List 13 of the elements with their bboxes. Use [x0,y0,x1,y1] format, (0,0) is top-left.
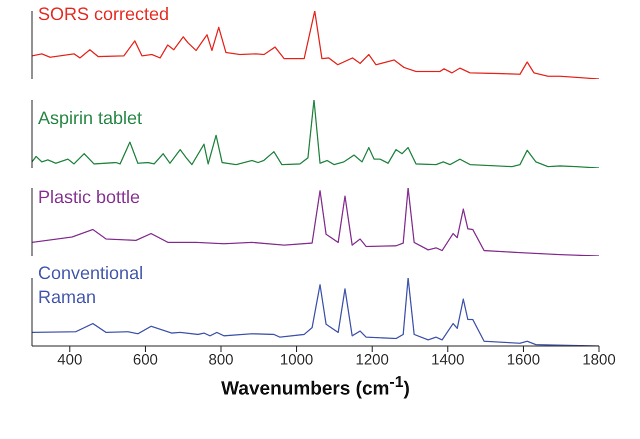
x-tick-label: 1400 [431,352,464,369]
x-tick-label: 800 [208,352,234,369]
series-label: Plastic bottle [38,186,142,209]
x-tick-label: 600 [132,352,158,369]
series-label: Aspirin tablet [38,107,144,130]
series-label: Conventional Raman [38,262,144,309]
x-axis-title: Wavenumbers (cm$^{-1}$) [220,374,411,400]
series-label: SORS corrected [38,3,170,26]
x-tick-label: 400 [57,352,82,369]
x-tick-label: 1200 [356,352,389,369]
x-tick-label: 1600 [506,352,540,369]
x-tick-label: 1000 [280,352,314,369]
x-tick-label: 1800 [582,352,616,369]
